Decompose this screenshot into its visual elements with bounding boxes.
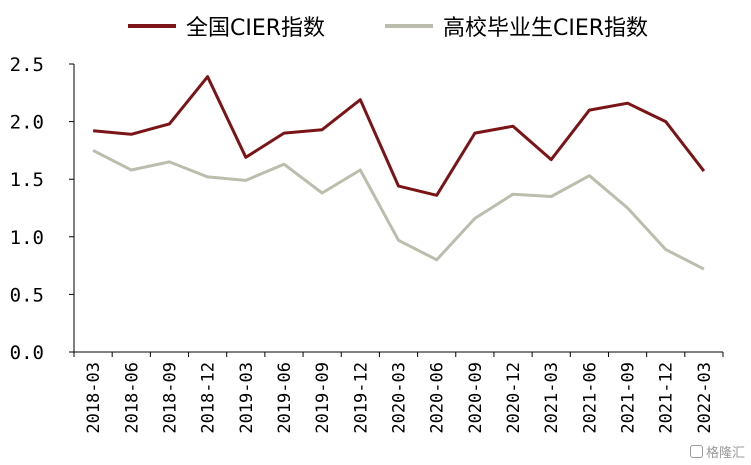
legend-swatch-national — [128, 24, 176, 28]
x-tick-label: 2018-09 — [160, 362, 180, 434]
x-tick-label: 2019-09 — [313, 362, 333, 434]
x-tick-label: 2020-03 — [390, 362, 410, 434]
legend: 全国CIER指数 高校毕业生CIER指数 — [0, 8, 751, 44]
legend-label-graduates: 高校毕业生CIER指数 — [443, 16, 649, 41]
axes — [73, 64, 723, 353]
y-tick-label: 1.5 — [10, 169, 44, 191]
y-tick-label: 1.0 — [10, 227, 44, 249]
y-tick-label: 2.5 — [10, 54, 44, 76]
x-tick-label: 2020-06 — [428, 362, 448, 434]
watermark: 格隆汇 — [689, 442, 745, 461]
x-tick-label: 2022-03 — [695, 362, 715, 434]
x-tick-label: 2018-06 — [122, 362, 142, 434]
y-tick-label: 2.0 — [10, 112, 44, 134]
y-tick-label: 0.5 — [10, 284, 44, 306]
x-tick-label: 2019-12 — [351, 362, 371, 434]
x-tick-label: 2018-03 — [84, 362, 104, 434]
x-tick-label: 2021-09 — [619, 362, 639, 434]
x-tick-label: 2019-03 — [237, 362, 257, 434]
x-tick-label: 2021-03 — [542, 362, 562, 434]
y-axis-ticks: 0.0 0.5 1.0 1.5 2.0 2.5 — [10, 54, 74, 364]
x-tick-label: 2018-12 — [199, 362, 219, 434]
logo-square-icon — [689, 445, 703, 458]
legend-item-graduates: 高校毕业生CIER指数 — [385, 8, 648, 44]
x-axis-ticks: 2018-03 2018-06 2018-09 2018-12 2019-03 2019-… — [73, 352, 724, 434]
x-tick-label: 2020-12 — [504, 362, 524, 434]
x-tick-label: 2021-06 — [580, 362, 600, 434]
watermark-text: 格隆汇 — [705, 446, 745, 461]
y-tick-label: 0.0 — [10, 342, 44, 364]
legend-label-national: 全国CIER指数 — [186, 16, 326, 41]
x-tick-label: 2021-12 — [657, 362, 677, 434]
x-tick-label: 2019-06 — [275, 362, 295, 434]
legend-swatch-graduates — [385, 24, 433, 28]
x-tick-label: 2020-09 — [466, 362, 486, 434]
legend-item-national: 全国CIER指数 — [128, 8, 325, 44]
series-line-graduates — [92, 149, 705, 271]
series-line-national — [92, 75, 706, 197]
series-lines — [92, 75, 706, 271]
